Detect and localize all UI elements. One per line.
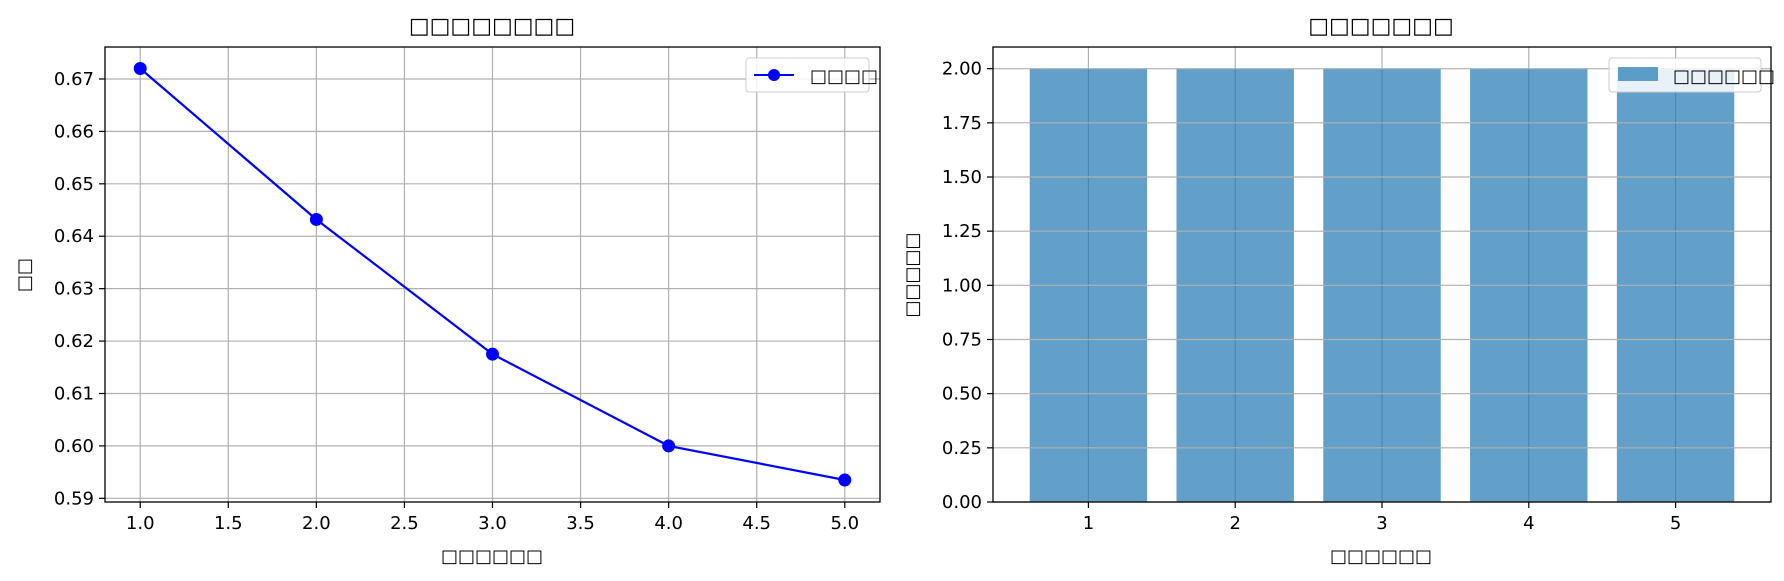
line-chart-x-tick-label: 4.0: [654, 513, 683, 534]
bar-chart-y-tick-label: 0.75: [942, 330, 982, 351]
line-chart: □□□□□□□□ 1.0 1.5 2.0 2.5 3.0 3.5 4.0 4.5 5.00.59…: [14, 14, 881, 567]
line-chart-data-point: [133, 61, 147, 75]
bar-chart: □□□□□□□ 1 2 3 4 5 0.00 0.25 0.50 0.75 1.00 1.25 1.5…: [902, 14, 1775, 567]
line-chart-legend-box: [745, 57, 870, 93]
bar-chart-legend: □□□□□□: [1608, 57, 1775, 93]
line-chart-x-tick-label: 1.0: [126, 513, 155, 534]
line-chart-y-axis-label: □□: [14, 258, 35, 292]
bar-chart-y-tick-label: 1.00: [942, 275, 982, 296]
line-chart-x-tick-label: 2.0: [302, 513, 331, 534]
line-chart-plot-frame: [104, 46, 881, 503]
line-chart-data-point: [838, 473, 852, 487]
line-chart-y-tick-label: 0.65: [54, 174, 94, 195]
bar-chart-plot-frame: [992, 46, 1772, 503]
bar-chart-y-tick-label: 1.25: [942, 221, 982, 242]
bar-chart-y-tick-label: 0.50: [942, 384, 982, 405]
line-chart-data-point: [486, 347, 499, 361]
line-chart-x-tick-label: 5.0: [830, 513, 859, 534]
line-chart-y-tick-label: 0.60: [54, 436, 94, 457]
line-chart-y-tick-label: 0.63: [54, 279, 94, 300]
line-chart-marks: [133, 61, 852, 487]
bar-chart-x-tick-label: 3: [1376, 513, 1387, 534]
line-chart-title: □□□□□□□□: [409, 14, 575, 39]
bar-chart-y-tick-label: 2.00: [942, 59, 982, 80]
bar-chart-legend-box: [1608, 57, 1762, 93]
line-chart-y-tick-label: 0.64: [54, 226, 94, 247]
bar-chart-x-tick-label: 1: [1083, 513, 1094, 534]
line-chart-legend-label: □□□□: [810, 66, 878, 87]
line-chart-y-tick-label: 0.61: [54, 383, 94, 404]
bar-chart-y-tick-label: 0.25: [942, 438, 982, 459]
bar-chart-y-tick-label: 1.75: [942, 113, 982, 134]
line-chart-legend-marker: [768, 69, 780, 81]
line-chart-y-tick-label: 0.62: [54, 331, 94, 352]
line-chart-grid: [105, 47, 880, 502]
line-chart-x-axis-label: □□□□□□: [441, 546, 543, 567]
bar-chart-y-axis-label: □□□□□: [902, 232, 923, 317]
line-chart-ticks: 1.0 1.5 2.0 2.5 3.0 3.5 4.0 4.5 5.0 0.59 0.60 0.61 0…: [54, 69, 859, 534]
bar-chart-legend-label: □□□□□□: [1673, 66, 1775, 87]
bar-chart-x-tick-label: 5: [1670, 513, 1681, 534]
bar-chart-legend-swatch: [1618, 67, 1658, 81]
bar-chart-x-tick-label: 4: [1523, 513, 1534, 534]
line-chart-x-tick-label: 1.5: [214, 513, 243, 534]
line-chart-data-point: [662, 439, 676, 453]
bar-chart-ticks: 1 2 3 4 5 0.00 0.25 0.50 0.75 1.00 1.25 1.50 1.75 2.0…: [942, 59, 1681, 534]
line-chart-x-tick-label: 4.5: [742, 513, 771, 534]
bar-chart-y-tick-label: 0.00: [942, 492, 982, 513]
line-chart-x-tick-label: 3.0: [478, 513, 507, 534]
line-chart-data-point: [309, 212, 323, 226]
bar-chart-title: □□□□□□□: [1308, 14, 1454, 39]
line-chart-x-tick-label: 3.5: [566, 513, 595, 534]
bar-chart-x-axis-label: □□□□□□: [1330, 546, 1432, 567]
line-chart-y-tick-label: 0.59: [54, 488, 94, 509]
line-chart-y-tick-label: 0.67: [54, 69, 94, 90]
line-chart-x-tick-label: 2.5: [390, 513, 419, 534]
bar-chart-y-tick-label: 1.50: [942, 167, 982, 188]
line-chart-y-tick-label: 0.66: [54, 121, 94, 142]
bar-chart-x-tick-label: 2: [1229, 513, 1240, 534]
line-chart-legend: □□□□: [745, 57, 878, 93]
